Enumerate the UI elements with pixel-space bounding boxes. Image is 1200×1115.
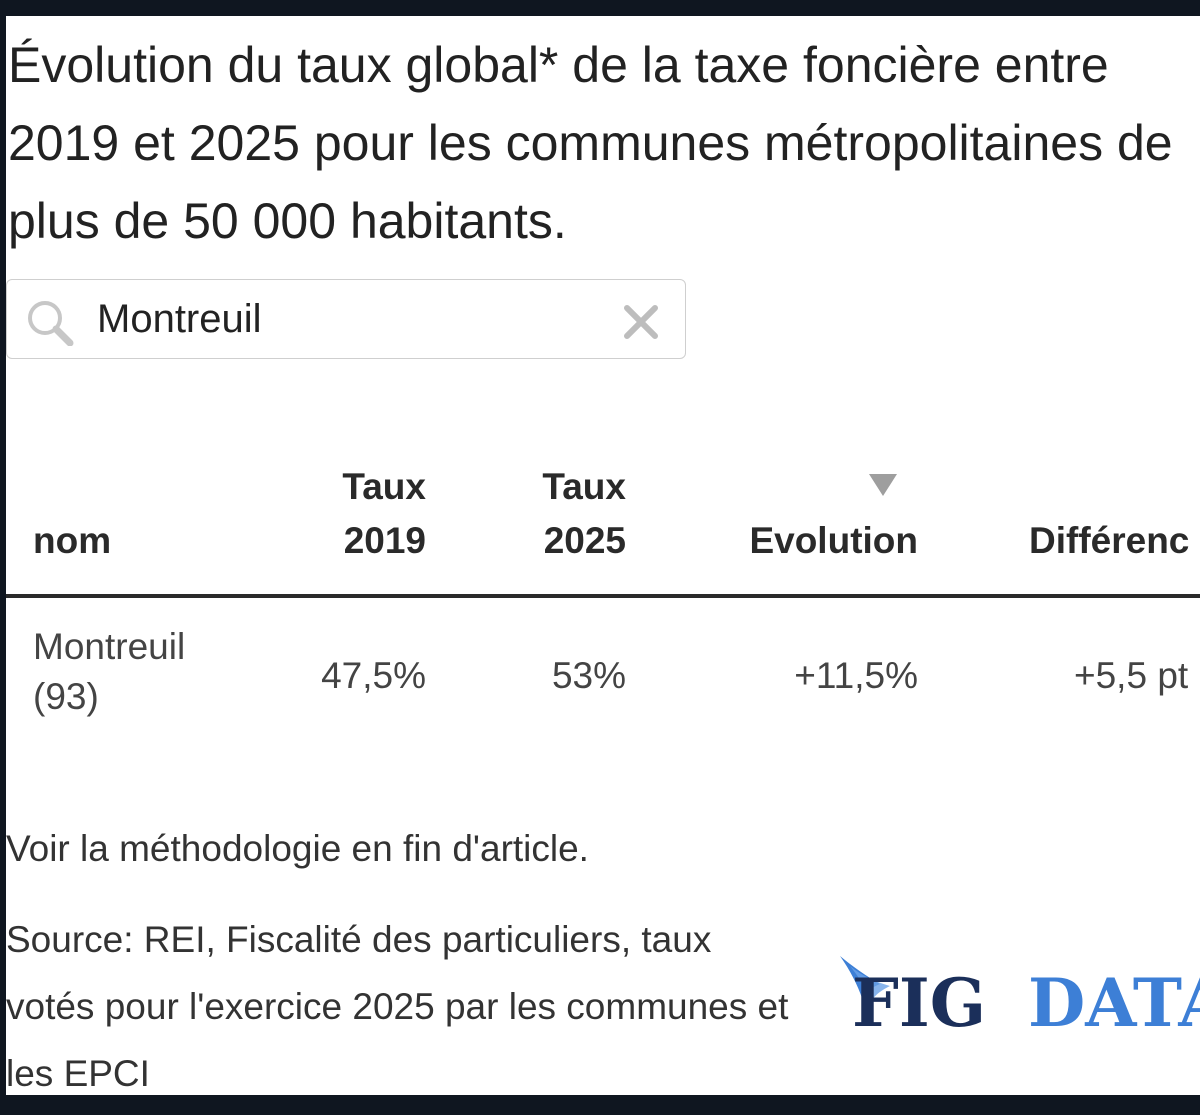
sort-descending-icon[interactable] [869,474,897,496]
column-header-line: Taux [542,466,626,507]
cell-taux-2025: 53% [551,655,626,696]
search-icon [28,301,74,346]
page-title: Évolution du taux global* de la taxe fon… [8,37,1173,249]
methodology-note: Voir la méthodologie en fin d'article. [6,828,589,869]
column-header-line: 2019 [343,520,426,561]
close-icon[interactable] [621,302,661,342]
bird-wing-icon [850,966,890,1000]
cell-taux-2019: 47,5% [321,655,426,696]
chart-frame: Évolution du taux global* de la taxe fon… [6,16,1200,1095]
column-header-evolution[interactable]: Evolution [749,520,918,561]
column-header-line: 2025 [543,520,626,561]
search-input[interactable] [97,292,597,346]
column-header-taux-2019[interactable]: Taux 2019 [306,460,426,568]
column-header-line: Taux [342,466,426,507]
column-header-nom[interactable]: nom [33,520,112,561]
search-box[interactable] [6,279,686,359]
header-divider [6,594,1200,598]
figdata-logo: FIG DATA [840,956,1200,1034]
logo-text-fig: FIG [852,964,986,1034]
cell-nom-line: (93) [33,676,99,717]
logo-text-data: DATA [1028,964,1200,1034]
source-note: Source: REI, Fiscalité des particuliers,… [6,919,789,1094]
column-header-difference[interactable]: Différenc [1029,520,1190,561]
cell-nom-line: Montreuil [33,626,186,667]
column-header-taux-2025[interactable]: Taux 2025 [506,460,626,568]
cell-difference: +5,5 pt [1074,655,1189,696]
cell-nom: Montreuil (93) [33,622,223,722]
cell-evolution: +11,5% [794,655,918,696]
